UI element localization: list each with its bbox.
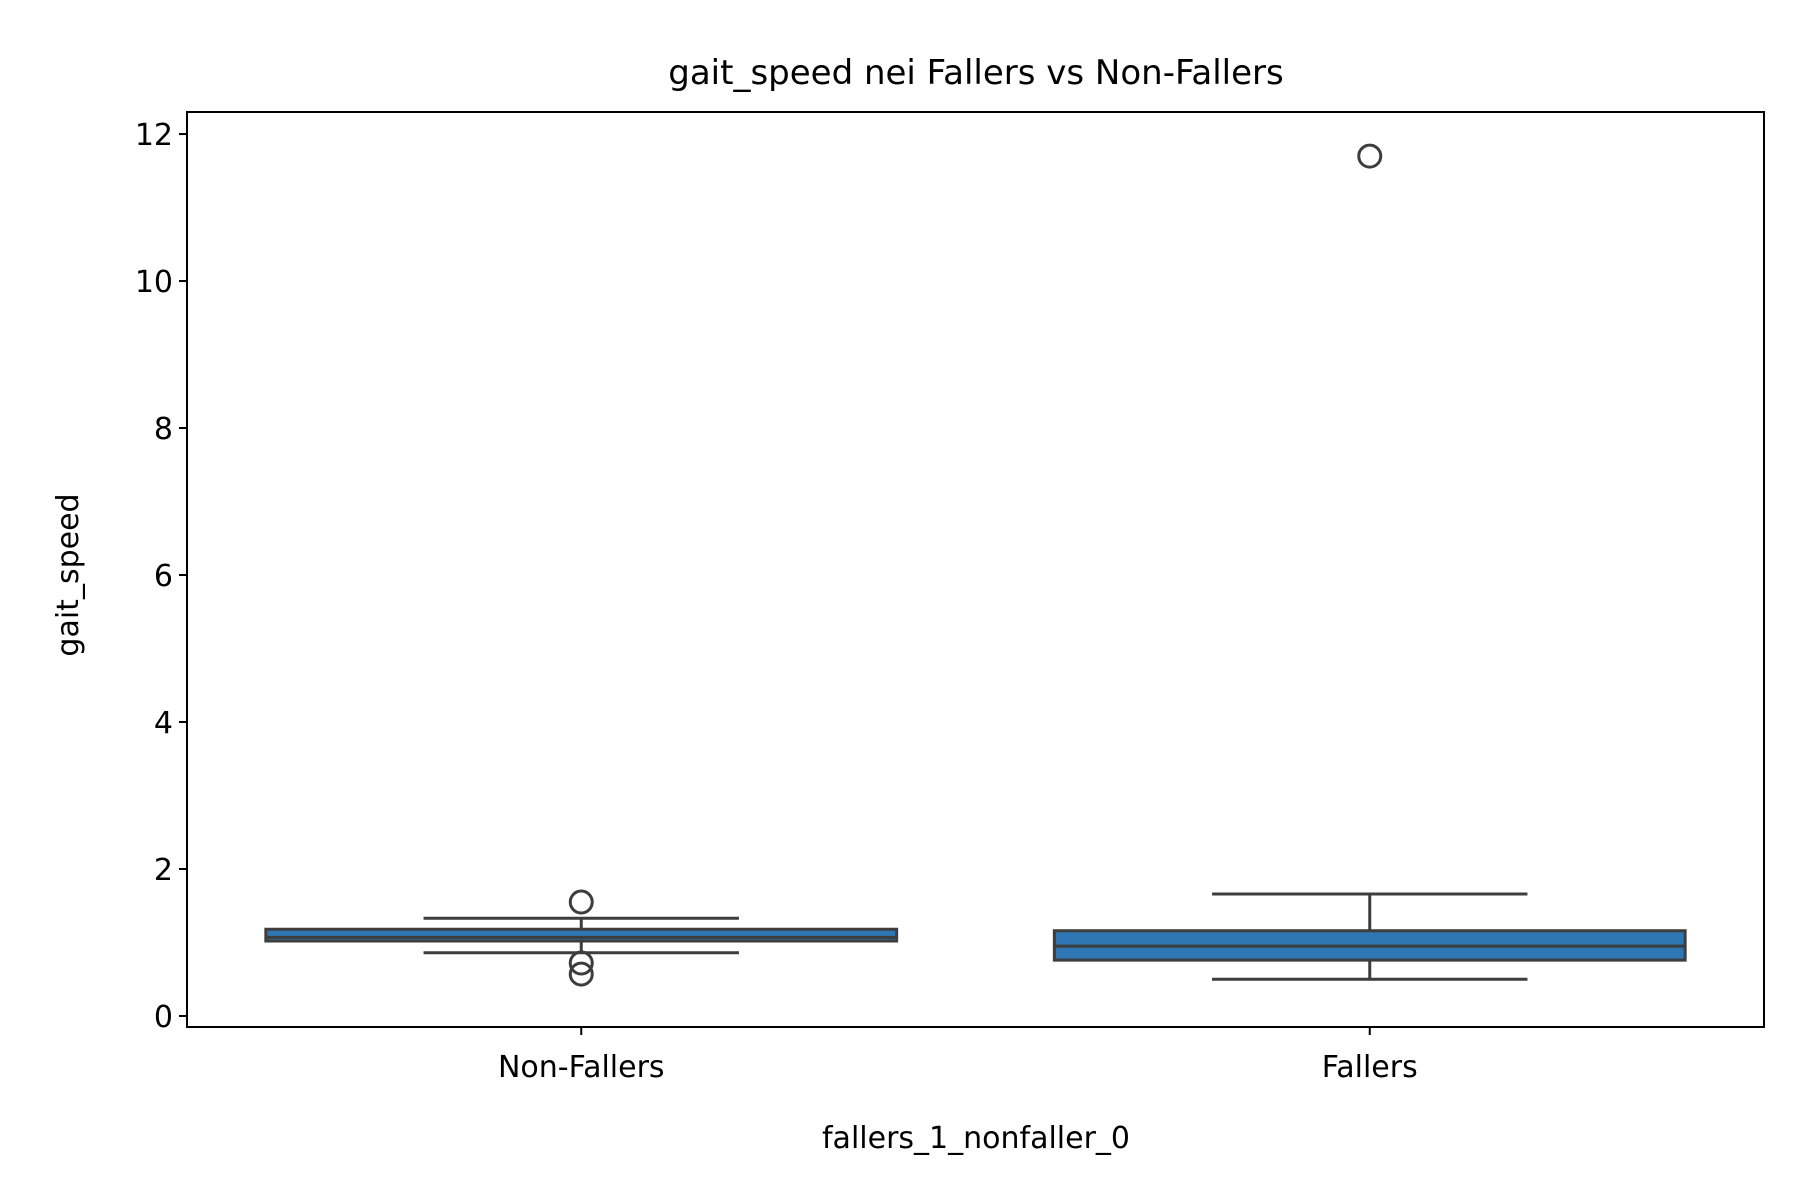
box-non-fallers <box>264 889 899 987</box>
y-tick-label: 0 <box>154 1000 173 1035</box>
interquartile-box <box>264 927 899 943</box>
y-tick-label: 4 <box>154 706 173 741</box>
plot-area <box>264 143 1687 987</box>
outlier-point <box>568 950 594 976</box>
chart-title: gait_speed nei Fallers vs Non-Fallers <box>668 53 1284 93</box>
x-tick-label: Fallers <box>1322 1050 1418 1085</box>
plot-frame <box>186 111 1765 1028</box>
y-tick-label: 6 <box>154 559 173 594</box>
y-axis: 0 2 4 6 8 10 12 <box>135 118 187 1035</box>
x-tick-label: Non-Fallers <box>498 1050 665 1085</box>
y-tick-label: 12 <box>135 118 173 153</box>
y-tick-label: 10 <box>135 265 173 300</box>
y-tick-label: 8 <box>154 412 173 447</box>
x-axis-label: fallers_1_nonfaller_0 <box>822 1121 1130 1156</box>
outlier-point <box>568 889 594 915</box>
y-tick-label: 2 <box>154 853 173 888</box>
x-axis: Non-Fallers Fallers <box>498 1027 1418 1085</box>
outlier-point <box>1357 143 1383 169</box>
outlier-point <box>568 961 594 987</box>
box-fallers <box>1052 143 1687 981</box>
y-axis-label: gait_speed <box>51 493 86 656</box>
